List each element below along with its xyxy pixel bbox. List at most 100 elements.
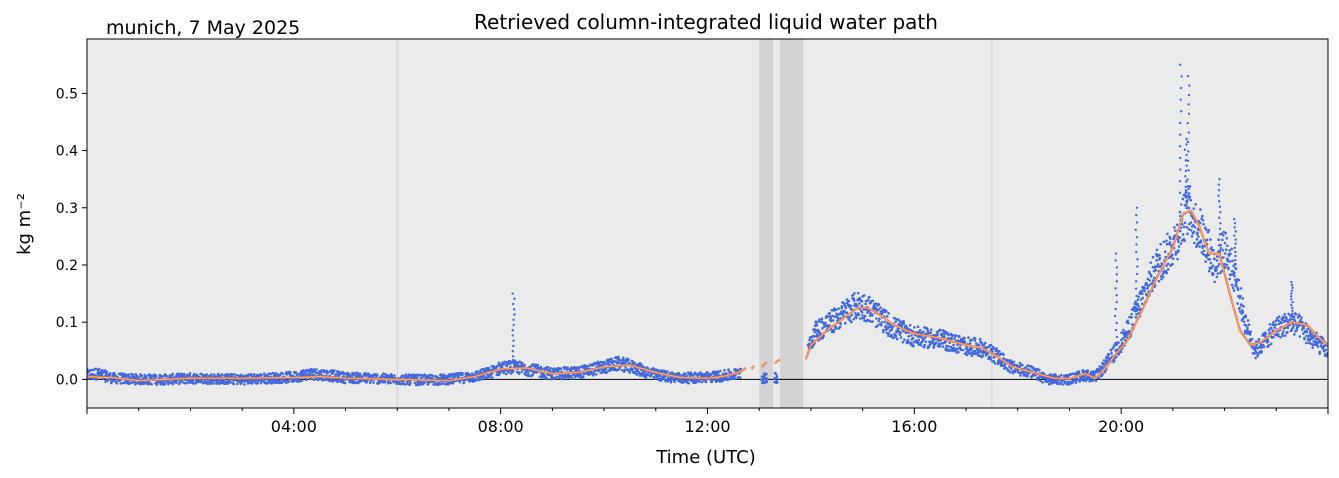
- lwp-point: [315, 368, 318, 371]
- lwp-point: [910, 342, 914, 346]
- lwp-point: [226, 374, 229, 378]
- lwp-point: [902, 320, 905, 323]
- lwp-point: [1234, 283, 1238, 286]
- lwp-point: [1190, 235, 1194, 238]
- lwp-point: [513, 359, 517, 363]
- lwp-point: [1246, 326, 1249, 330]
- lwp-point: [183, 381, 186, 385]
- lwp-point: [1209, 261, 1213, 265]
- lwp-point: [874, 306, 877, 309]
- lwp-point: [304, 378, 308, 382]
- lwp-point: [1269, 326, 1273, 330]
- lwp-point: [1002, 353, 1005, 357]
- lwp-point: [1222, 256, 1225, 259]
- lwp-point: [355, 371, 359, 375]
- lwp-point: [704, 380, 708, 384]
- lwp-point: [687, 381, 690, 385]
- lwp-point: [353, 371, 357, 375]
- lwp-point: [1219, 246, 1223, 250]
- lwp-spike-point: [1290, 292, 1293, 295]
- lwp-point: [989, 358, 993, 361]
- lwp-point: [1194, 203, 1197, 206]
- lwp-spike-point: [512, 318, 515, 321]
- lwp-point: [844, 306, 848, 309]
- lwp-point: [918, 328, 922, 332]
- lwp-point: [1161, 272, 1165, 276]
- lwp-point: [602, 362, 606, 366]
- lwp-point: [1094, 379, 1098, 383]
- lwp-point: [620, 368, 624, 372]
- lwp-point: [526, 371, 530, 374]
- lwp-spike-point: [511, 355, 515, 358]
- lwp-spike-point: [1185, 201, 1188, 205]
- lwp-point: [1185, 199, 1189, 203]
- lwp-point: [884, 310, 888, 313]
- lwp-point: [342, 374, 345, 378]
- lwp-point: [1192, 223, 1195, 227]
- lwp-spike-point: [1113, 314, 1117, 318]
- lwp-point: [1127, 321, 1130, 325]
- lwp-point: [1227, 266, 1230, 269]
- lwp-point: [978, 337, 982, 341]
- lwp-point: [631, 368, 634, 371]
- lwp-point: [723, 368, 726, 372]
- lwp-spike-point: [1218, 200, 1221, 203]
- lwp-point: [957, 350, 960, 354]
- lwp-point: [1241, 311, 1245, 314]
- lwp-point: [349, 374, 353, 377]
- lwp-point: [877, 308, 880, 311]
- lwp-point: [1122, 328, 1125, 332]
- lwp-point: [1205, 238, 1209, 242]
- lwp-point: [157, 376, 161, 379]
- lwp-spike-point: [1219, 211, 1222, 214]
- lwp-point: [1181, 233, 1185, 236]
- lwp-point: [597, 368, 601, 372]
- lwp-point: [820, 317, 824, 321]
- lwp-point: [1041, 381, 1044, 384]
- lwp-point: [1277, 315, 1281, 318]
- lwp-spike-point: [1115, 342, 1118, 346]
- lwp-spike-point: [1233, 218, 1236, 221]
- lwp-point: [881, 310, 884, 314]
- lwp-point: [504, 372, 508, 376]
- lwp-point: [1237, 278, 1241, 282]
- lwp-point: [852, 317, 855, 321]
- lwp-point: [710, 380, 714, 384]
- lwp-point: [673, 380, 676, 383]
- lwp-point: [860, 304, 864, 308]
- lwp-point: [646, 373, 650, 377]
- lwp-point: [1139, 289, 1143, 293]
- lwp-point: [1212, 248, 1215, 252]
- lwp-point: [1189, 221, 1193, 224]
- lwp-spike-point: [1291, 300, 1294, 304]
- y-tick-label: 0.5: [56, 86, 78, 102]
- lwp-point: [289, 371, 292, 374]
- lwp-point: [713, 378, 717, 382]
- lwp-point: [627, 358, 630, 361]
- lwp-spike-point: [1290, 280, 1293, 284]
- lwp-point: [836, 317, 840, 320]
- lwp-point: [1213, 257, 1216, 261]
- lwp-spike-point: [1217, 238, 1221, 242]
- lwp-spike-point: [1115, 300, 1118, 304]
- lwp-point: [333, 369, 336, 372]
- lwp-spike-point: [1136, 302, 1139, 305]
- lwp-point: [485, 369, 488, 373]
- lwp-spike-point: [1135, 213, 1138, 217]
- lwp-point: [967, 336, 970, 339]
- lwp-point: [140, 374, 143, 377]
- lwp-point: [191, 382, 195, 385]
- lwp-point: [950, 337, 954, 340]
- lwp-point: [814, 328, 817, 332]
- lwp-point: [1269, 342, 1273, 346]
- lwp-point: [1199, 240, 1203, 244]
- lwp-point: [273, 373, 277, 377]
- lwp-point: [911, 337, 915, 340]
- lwp-point: [1224, 248, 1228, 251]
- lwp-point: [1279, 336, 1282, 339]
- lwp-point: [115, 382, 119, 385]
- lwp-point: [853, 291, 856, 295]
- lwp-point: [182, 374, 186, 377]
- lwp-point: [1170, 253, 1174, 257]
- lwp-point: [1188, 185, 1192, 188]
